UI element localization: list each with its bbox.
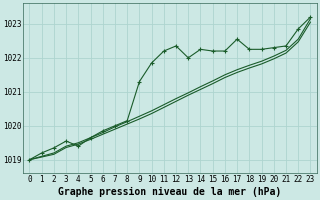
X-axis label: Graphe pression niveau de la mer (hPa): Graphe pression niveau de la mer (hPa) xyxy=(58,186,282,197)
